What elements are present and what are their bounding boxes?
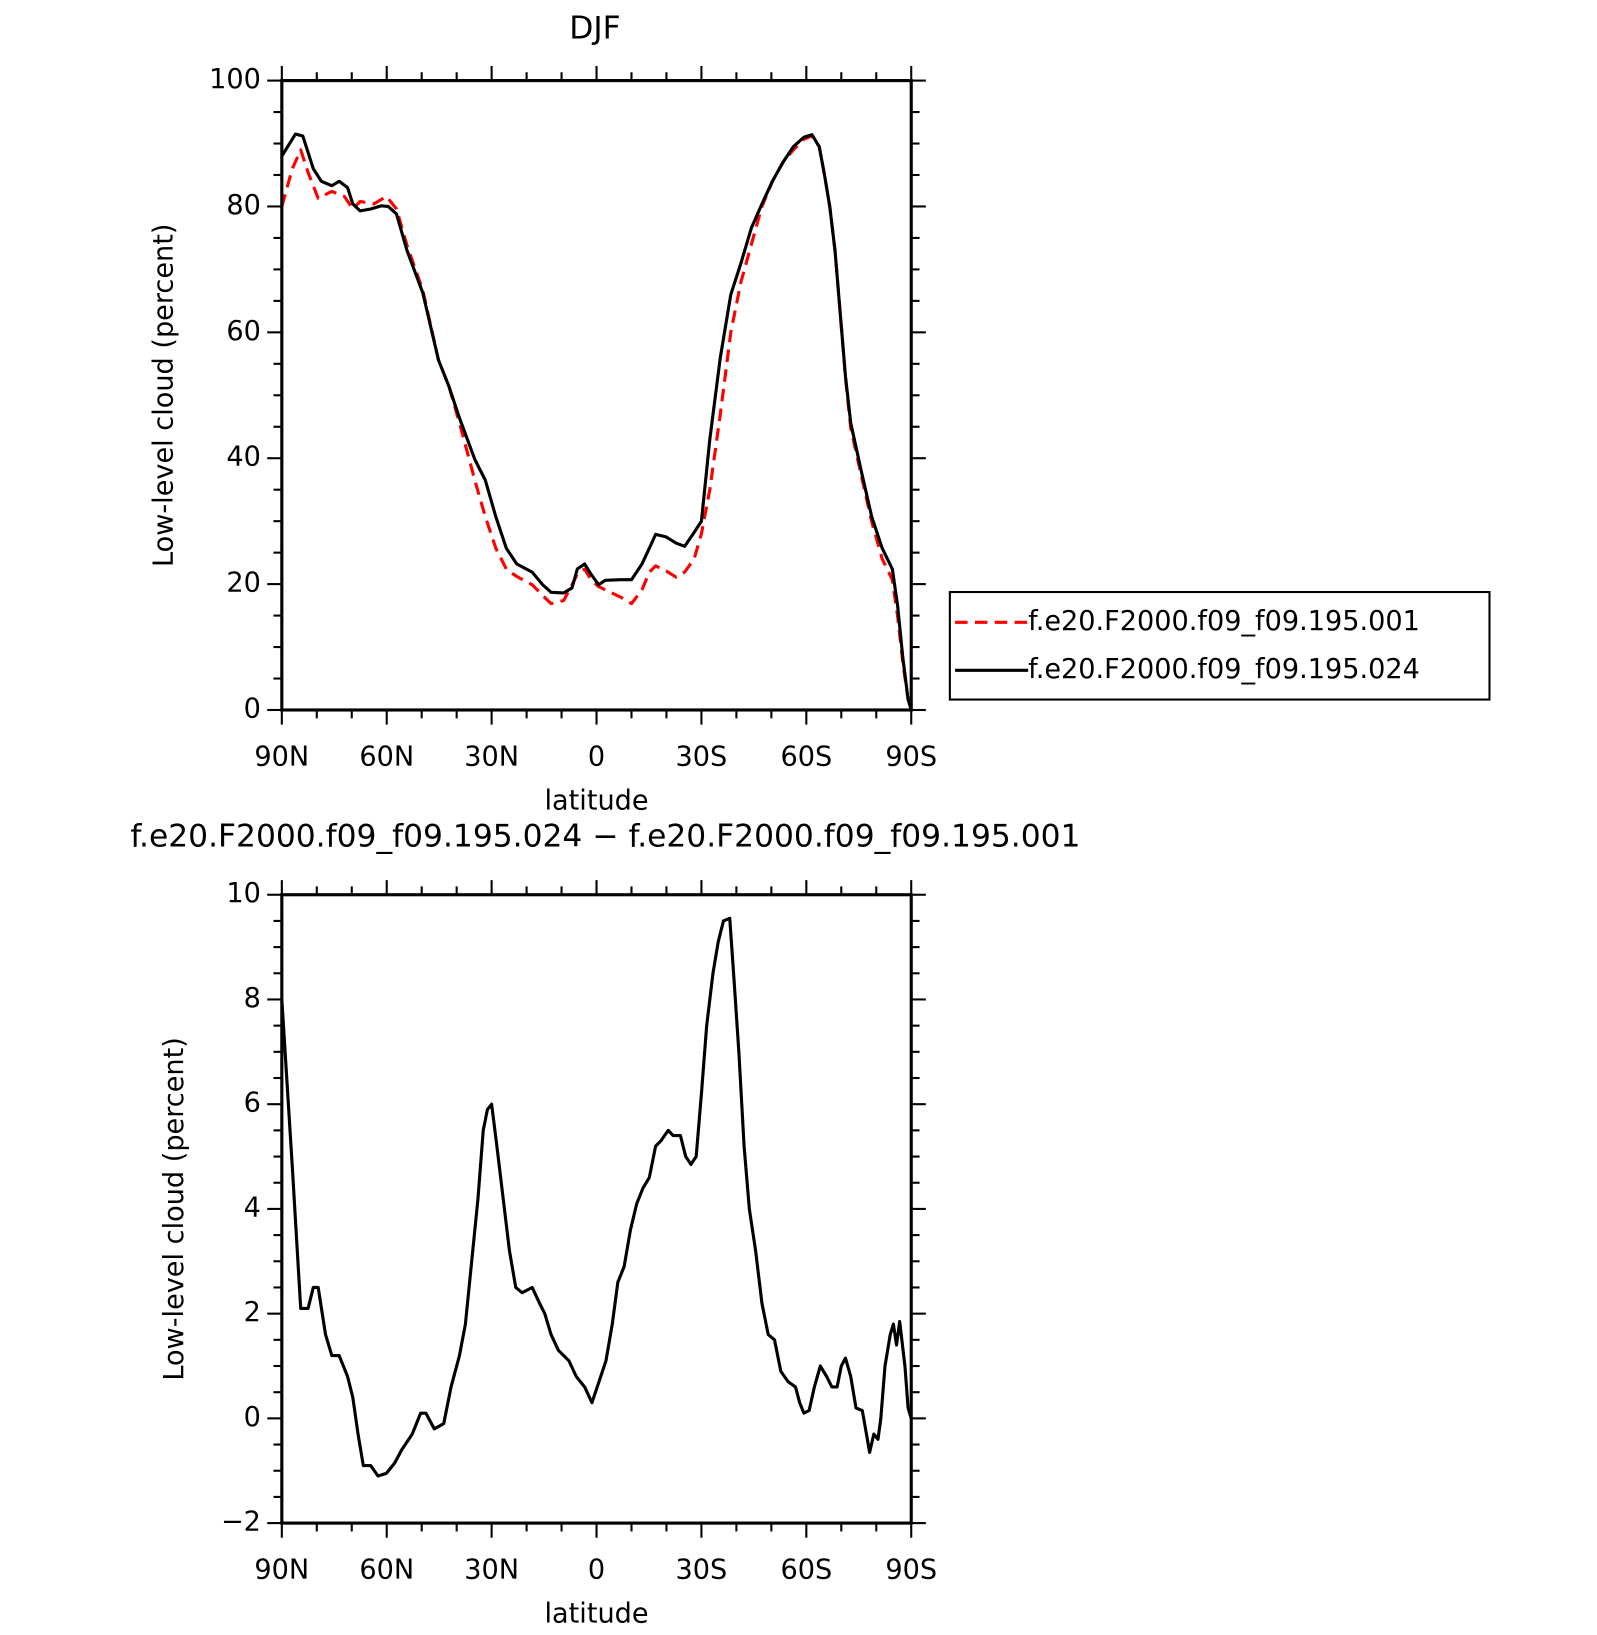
y-axis-label: Low-level cloud (percent) xyxy=(148,224,179,567)
x-tick-label: 90N xyxy=(254,742,309,773)
y-tick-label: 60 xyxy=(226,316,261,347)
x-axis-label: latitude xyxy=(544,785,648,816)
chart-title: f.e20.F2000.f09_f09.195.024 − f.e20.F200… xyxy=(130,818,1080,854)
y-tick-label: 6 xyxy=(244,1088,261,1119)
x-tick-label: 60S xyxy=(780,742,832,773)
legend-box xyxy=(948,590,1491,701)
x-tick-label: 60N xyxy=(359,1555,414,1586)
x-tick-label: 90N xyxy=(254,1555,309,1586)
y-tick-label: 80 xyxy=(226,190,261,221)
y-tick-label: 100 xyxy=(209,64,261,95)
y-tick-label: 2 xyxy=(244,1297,261,1328)
chart-title: DJF xyxy=(569,10,620,46)
x-axis-label: latitude xyxy=(544,1598,648,1629)
x-tick-label: 30N xyxy=(464,742,519,773)
y-tick-label: 0 xyxy=(244,693,261,724)
plot-frame xyxy=(280,893,913,1525)
x-tick-label: 60S xyxy=(780,1555,832,1586)
legend-label: f.e20.F2000.f09_f09.195.024 xyxy=(1028,654,1420,685)
data-line xyxy=(280,132,913,711)
data-line xyxy=(280,134,913,711)
x-tick-label: 60N xyxy=(359,742,414,773)
y-tick-label: 8 xyxy=(244,983,261,1014)
plot-frame xyxy=(280,79,913,712)
data-line xyxy=(280,916,913,1478)
x-tick-label: 90S xyxy=(885,1555,937,1586)
x-tick-label: 0 xyxy=(588,1555,605,1586)
x-tick-label: 30N xyxy=(464,1555,519,1586)
x-tick-label: 30S xyxy=(676,1555,728,1586)
y-tick-label: −2 xyxy=(221,1507,261,1538)
y-tick-label: 10 xyxy=(226,878,261,909)
x-tick-label: 90S xyxy=(885,742,937,773)
y-tick-label: 20 xyxy=(226,568,261,599)
y-axis-label: Low-level cloud (percent) xyxy=(159,1037,190,1380)
x-tick-label: 30S xyxy=(676,742,728,773)
y-tick-label: 4 xyxy=(244,1192,261,1223)
y-tick-label: 40 xyxy=(226,442,261,473)
legend-label: f.e20.F2000.f09_f09.195.001 xyxy=(1028,606,1420,637)
x-tick-label: 0 xyxy=(588,742,605,773)
y-tick-label: 0 xyxy=(244,1402,261,1433)
